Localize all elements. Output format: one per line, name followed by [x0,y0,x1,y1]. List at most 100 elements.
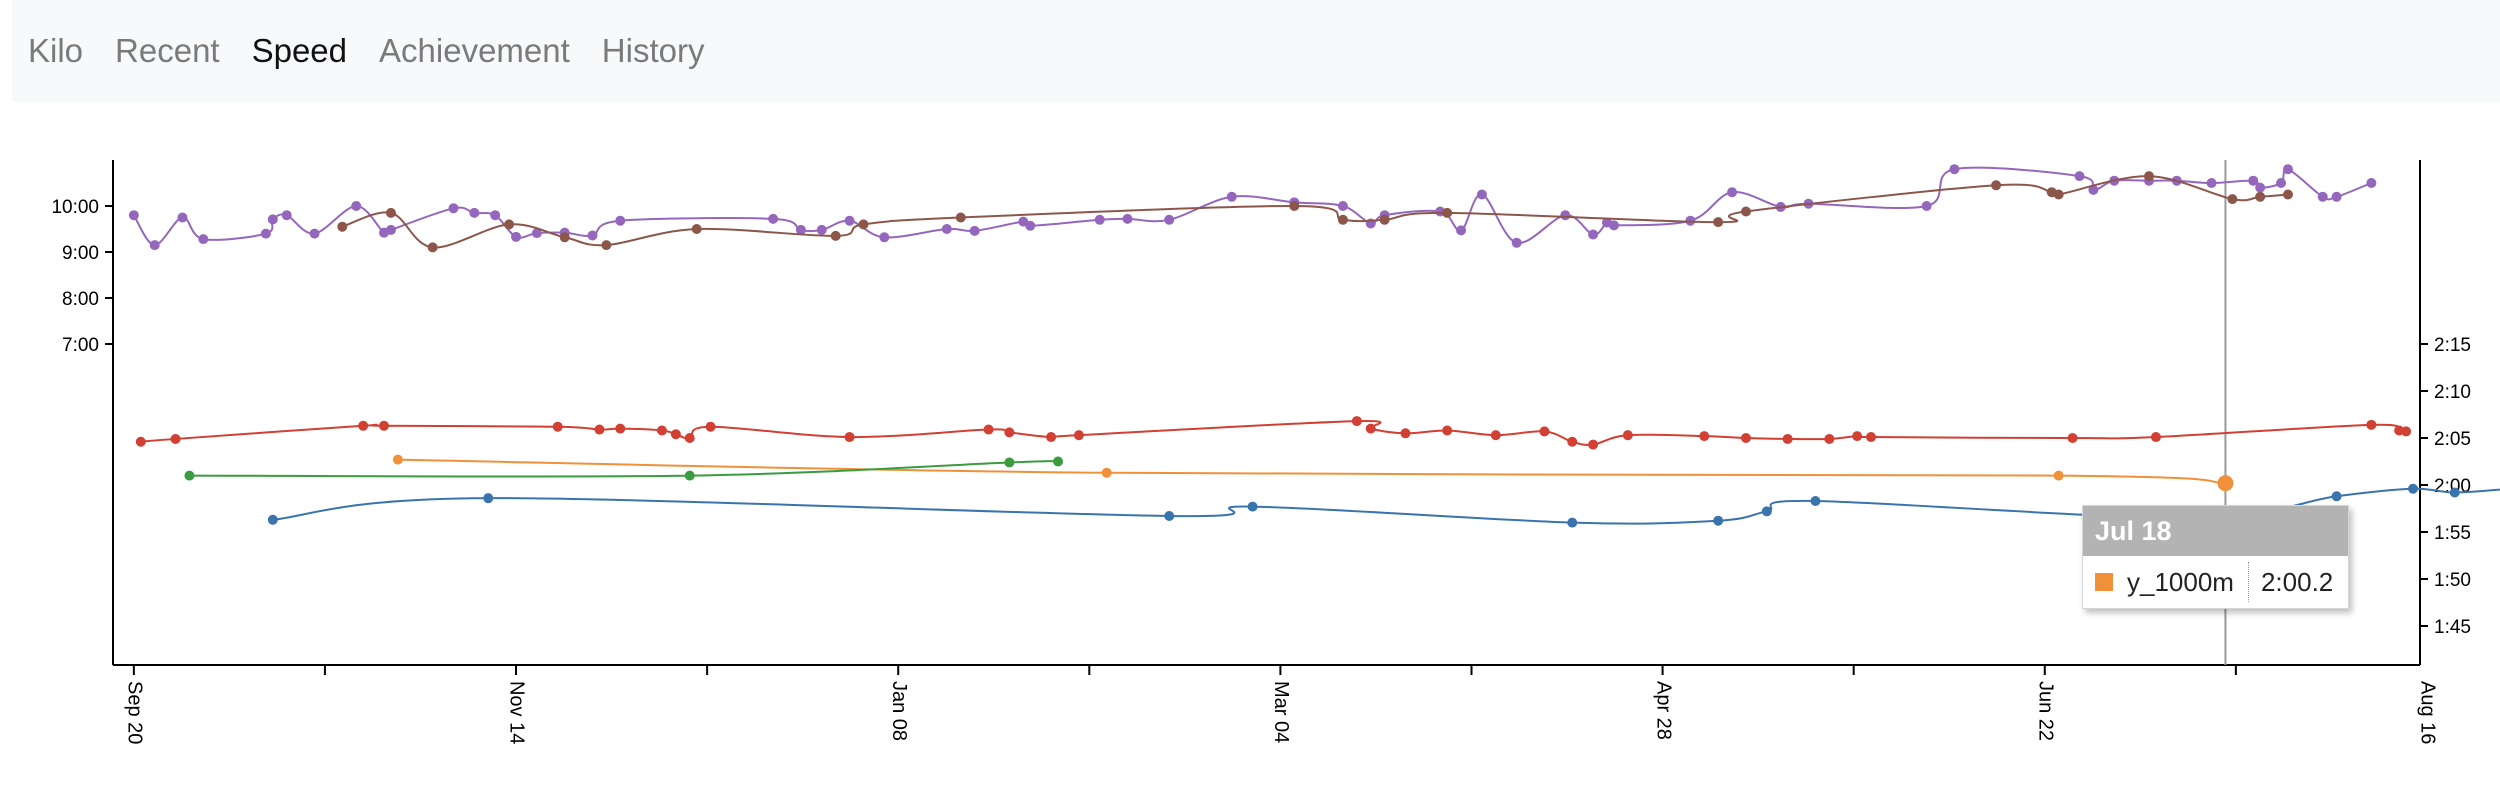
data-point [1740,433,1751,443]
data-point [1921,201,1932,211]
tab-recent[interactable]: Recent [115,32,220,69]
x-tick-label: Apr 28 [1652,681,1674,740]
y-left-tick-label: 8:00 [62,289,99,310]
data-point [2366,178,2377,188]
data-point [448,203,459,214]
x-tick-label: Jun 22 [2034,681,2056,741]
data-point [2366,419,2377,430]
data-point [2150,432,2161,443]
data-point [816,224,827,235]
x-tick-label: Sep 20 [124,681,146,744]
y-right-tick-label: 1:55 [2434,523,2471,544]
data-point [135,436,146,447]
data-point [511,231,522,242]
data-point [281,210,292,221]
data-point [684,470,695,481]
data-point [1713,217,1724,228]
data-point [1866,432,1877,443]
data-point [615,215,626,226]
chart-series-layer [128,164,2500,528]
tab-speed[interactable]: Speed [251,32,348,69]
data-point [1852,431,1863,442]
data-point [2053,189,2064,200]
series-2 [184,456,1064,481]
data-point [941,224,952,234]
data-point [983,424,994,435]
top-navbar: Kilo Recent Speed Achievement History [12,0,2500,102]
data-point [2143,171,2154,182]
data-point [1713,515,1724,526]
data-point [2276,178,2287,188]
data-point [2282,164,2293,175]
data-point [170,433,181,444]
data-point [2217,475,2234,492]
y-right-tick-label: 2:05 [2434,429,2471,450]
data-point [1226,191,1237,202]
tooltip-series-name: y_1000m [2127,562,2249,602]
series-1 [135,416,2412,450]
data-point [1400,428,1411,439]
data-point [705,421,716,432]
data-point [1560,210,1571,221]
y-left-tick-label: 7:00 [62,335,99,356]
data-point [601,240,612,251]
data-point [552,421,563,432]
data-point [2255,191,2266,202]
data-point [830,230,841,241]
data-point [351,201,362,211]
data-point [587,230,598,241]
tab-history[interactable]: History [601,32,705,69]
data-point [670,429,681,440]
data-point [1365,423,1376,434]
data-point [2067,433,2078,443]
data-point [2317,191,2328,202]
data-point [1053,456,1064,467]
data-point [2331,191,2342,202]
series-line [140,419,2407,446]
tooltip-value: 2:00.2 [2260,566,2334,597]
data-point [1740,206,1751,217]
data-point [1004,457,1015,468]
data-point [2401,426,2412,437]
data-point [1247,501,1258,512]
data-point [1567,517,1578,528]
data-point [795,224,806,235]
data-point [184,470,195,481]
data-point [615,423,626,434]
data-point [1539,426,1550,437]
data-point [1622,430,1633,441]
series-0 [392,454,2234,492]
data-point [1122,213,1133,224]
data-point [427,242,438,253]
data-point [858,219,869,230]
data-point [594,424,605,435]
data-point [385,224,396,235]
series-line [397,458,2226,485]
data-point [1025,220,1036,231]
data-point [559,232,570,243]
data-point [392,454,403,465]
data-point [1567,436,1578,447]
data-point [2331,491,2342,502]
y-right-tick-label: 1:45 [2434,617,2471,638]
tab-achievement[interactable]: Achievement [379,32,570,69]
tab-kilo[interactable]: Kilo [28,32,84,69]
data-point [1164,511,1175,522]
data-point [1379,214,1390,225]
series-4 [128,164,2377,251]
data-point [1991,180,2002,191]
data-point [1004,427,1015,438]
data-point [2206,178,2217,188]
data-point [531,228,542,239]
data-point [385,207,396,218]
data-point [198,234,209,245]
data-point [656,425,667,436]
data-point [1511,237,1522,248]
y-right-tick-label: 2:10 [2434,382,2471,403]
data-point [1101,467,1112,478]
data-point [2074,171,2085,182]
data-point [504,219,515,230]
data-point [844,215,855,226]
data-point [1699,431,1710,442]
